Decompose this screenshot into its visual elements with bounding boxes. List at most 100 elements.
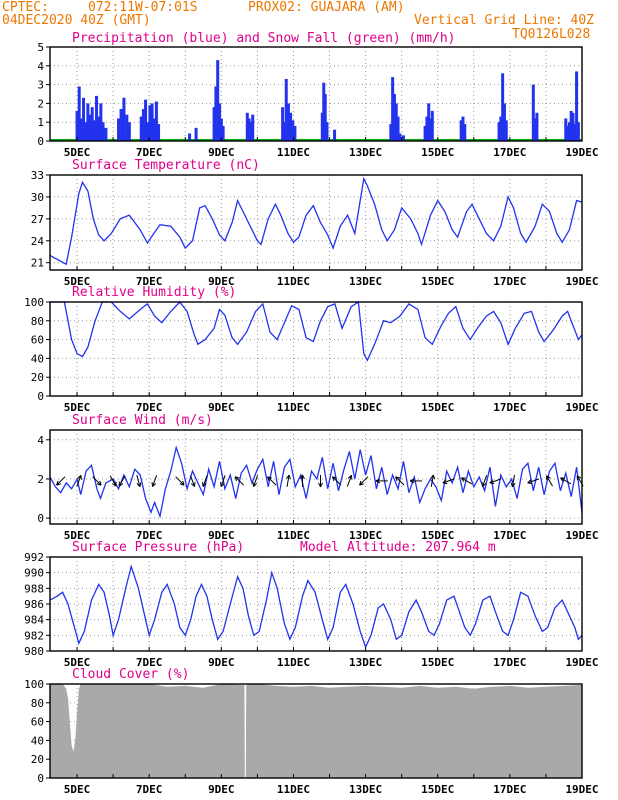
- wind-vector-head: [252, 482, 258, 487]
- series-line: [50, 300, 583, 362]
- panel-frame: [49, 46, 583, 142]
- wind-vector: [92, 476, 102, 486]
- precip-bar: [425, 116, 429, 141]
- header-station: PROX02: GUAJARA (AM): [248, 0, 405, 15]
- precip-bar: [122, 97, 126, 141]
- wind-vector-shaft: [76, 475, 82, 487]
- wind-vector-head: [220, 482, 225, 487]
- y-tick-label: 988: [24, 582, 44, 595]
- header-run-time: 04DEC2020 40Z (GMT): [2, 13, 151, 28]
- precip-bar: [281, 107, 285, 141]
- wind-vector-shaft: [189, 475, 195, 487]
- precip-bar: [497, 122, 501, 141]
- precip-bar: [333, 129, 337, 141]
- y-tick-label: 20: [31, 753, 44, 766]
- wind-vector-head: [546, 475, 551, 481]
- x-tick-label: 15DEC: [421, 146, 454, 159]
- precip-bar: [396, 116, 400, 141]
- precip-bar: [146, 122, 150, 141]
- precip-bar: [249, 122, 253, 141]
- panel-frame: [49, 174, 583, 271]
- x-tick-label: 19DEC: [565, 783, 598, 796]
- wind-vector-shaft: [527, 478, 540, 484]
- wind-vector: [76, 474, 82, 487]
- x-tick-label: 9DEC: [208, 146, 235, 159]
- wind-vector-shaft: [346, 475, 352, 487]
- precip-bar: [101, 122, 105, 141]
- y-tick-label: 3: [37, 79, 44, 92]
- panel-frame: [49, 301, 583, 397]
- x-tick-label: 17DEC: [493, 529, 526, 542]
- y-tick-label: 0: [37, 772, 44, 785]
- wind-vector-shaft: [152, 475, 158, 487]
- x-tick-label: 11DEC: [277, 401, 310, 414]
- panel-title: Surface Temperature (nC): [72, 158, 260, 173]
- wind-vector-shaft: [546, 475, 553, 487]
- wind-vector-head: [96, 480, 102, 486]
- y-tick-label: 60: [31, 716, 44, 729]
- panel-title: Surface Wind (m/s): [72, 413, 213, 428]
- wind-vector-head: [318, 482, 323, 488]
- wind-vector: [151, 475, 158, 487]
- x-tick-label: 13DEC: [349, 656, 382, 669]
- precip-bar: [423, 125, 427, 141]
- wind-vector-head: [576, 475, 582, 481]
- precip-bar: [291, 120, 295, 141]
- x-tick-label: 19DEC: [565, 401, 598, 414]
- wind-vector-head: [136, 482, 142, 488]
- precip-bar: [293, 125, 297, 141]
- header-grid-note: Vertical Grid Line: 40Z: [414, 13, 595, 28]
- x-tick-label: 7DEC: [136, 146, 163, 159]
- precip-bar: [325, 122, 329, 141]
- y-tick-label: 4: [37, 434, 44, 447]
- precip-bar: [567, 122, 571, 141]
- precip-bar: [82, 97, 86, 141]
- x-tick-label: 9DEC: [208, 401, 235, 414]
- wind-vector: [202, 475, 208, 487]
- wind-vector: [118, 475, 126, 487]
- precip-bar: [531, 84, 535, 141]
- x-tick-label: 5DEC: [64, 401, 91, 414]
- x-tick-label: 19DEC: [565, 146, 598, 159]
- precip-bar: [389, 124, 393, 141]
- precip-bar: [459, 120, 463, 141]
- x-tick-label: 7DEC: [136, 656, 163, 669]
- precip-bar: [569, 110, 573, 141]
- y-tick-label: 992: [24, 551, 44, 564]
- x-tick-label: 17DEC: [493, 656, 526, 669]
- precip-bar: [430, 110, 434, 141]
- wind-vector-head: [460, 477, 466, 482]
- y-tick-label: 100: [24, 678, 44, 691]
- precip-bar: [247, 118, 251, 141]
- precip-bar: [84, 122, 88, 141]
- wind-vector-head: [56, 480, 61, 486]
- y-tick-label: 21: [31, 257, 44, 270]
- precip-bar: [429, 118, 433, 141]
- series-line: [49, 564, 583, 649]
- x-tick-label: 7DEC: [136, 401, 163, 414]
- wind-vector: [460, 477, 473, 485]
- precip-bar: [152, 118, 156, 141]
- wind-vector-head: [190, 482, 196, 487]
- y-tick-label: 80: [31, 697, 44, 710]
- precip-bar: [79, 118, 83, 141]
- panel-1: Surface Temperature (nC) 21 24 27 30 33 5DEC 7D…: [31, 158, 599, 288]
- precip-bar: [251, 114, 255, 141]
- x-tick-label: 5DEC: [64, 529, 91, 542]
- wind-vector: [252, 475, 259, 487]
- panel-title: Relative Humidity (%): [72, 285, 236, 300]
- x-tick-label: 5DEC: [64, 146, 91, 159]
- precip-bar: [501, 73, 505, 141]
- x-tick-label: 5DEC: [64, 783, 91, 796]
- series-line: [49, 445, 583, 519]
- precip-bar: [401, 135, 405, 141]
- x-tick-label: 17DEC: [493, 275, 526, 288]
- y-tick-label: 2: [37, 473, 44, 486]
- x-tick-label: 13DEC: [349, 529, 382, 542]
- panel-5: Cloud Cover (%) 0 20 40 60 80 100 5DEC 7DEC 9DEC 1…: [24, 667, 598, 796]
- precip-bar: [499, 116, 503, 141]
- precip-bar: [139, 116, 143, 141]
- x-tick-label: 7DEC: [136, 529, 163, 542]
